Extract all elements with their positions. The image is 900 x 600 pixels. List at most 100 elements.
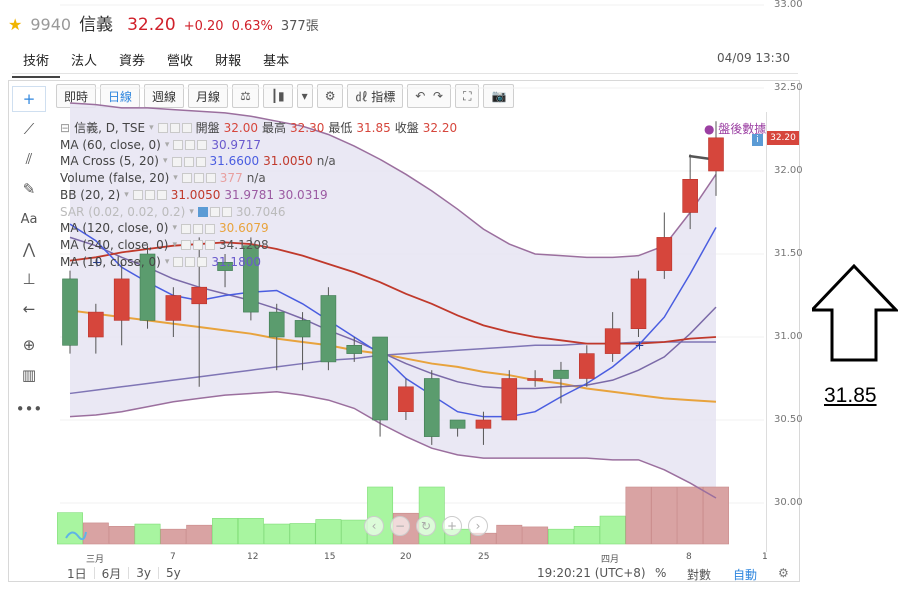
range-1d-button[interactable]: 1日 [67, 566, 87, 581]
ma-cross-marker: + [92, 255, 102, 269]
legend-row-value: n/a [246, 171, 266, 186]
range-5y-button[interactable]: 5y [166, 566, 181, 580]
zoom-in-icon[interactable]: ⊕ [22, 336, 36, 354]
bb-upper-line [69, 102, 717, 259]
legend-row-caret-icon[interactable]: ▾ [173, 173, 178, 184]
legend-row-label: MA (60, close, 0) [60, 137, 161, 152]
more-tools-icon[interactable]: ••• [15, 400, 43, 418]
legend-row-label: SAR (0.02, 0.02, 0.2) [60, 204, 186, 219]
legend-main-row: ⊟ 信義, D, TSE ▾ 開盤 32.00 最高 32.30 最低 31.8… [60, 120, 457, 137]
tab-basic[interactable]: 基本 [263, 54, 290, 69]
legend-row-controls[interactable] [180, 240, 215, 251]
legend-row-caret-icon[interactable]: ▾ [172, 239, 177, 250]
legend-row-controls[interactable] [180, 223, 215, 234]
legend-row-caret-icon[interactable]: ▾ [164, 256, 170, 267]
legend-row-controls[interactable] [181, 173, 216, 184]
tab-financials[interactable]: 財報 [215, 54, 242, 69]
legend-row-caret-icon[interactable]: ▾ [162, 156, 168, 167]
fib-lines-icon[interactable]: ⫽ [25, 150, 33, 168]
measure-icon[interactable]: ⊥ [22, 270, 36, 288]
scroll-left-icon[interactable]: ‹ [364, 516, 384, 536]
date-tick-label: 15 [324, 552, 336, 562]
reset-zoom-icon[interactable]: ↻ [416, 516, 436, 536]
legend-controls[interactable] [157, 123, 192, 134]
date-tick-label: 1 [762, 552, 768, 562]
volume-bar [651, 486, 678, 545]
legend-row-caret-icon[interactable]: ▾ [189, 206, 194, 217]
auto-scale-button[interactable]: 自動 [733, 568, 758, 582]
candle-body [423, 378, 440, 437]
legend-row: MA (10, close, 0) ▾ 31.1800 [60, 254, 457, 271]
scale-settings-gear-icon[interactable]: ⚙ [778, 566, 789, 580]
measure-ruler-icon[interactable]: ▥ [21, 366, 37, 384]
volume-bar [625, 486, 652, 545]
legend-row-value: 31.9781 [224, 187, 274, 202]
price-tick-label: 32.00 [774, 165, 803, 176]
trend-line-icon[interactable]: ⟋ [23, 120, 35, 138]
favorite-star-icon[interactable]: ★ [8, 15, 23, 34]
legend-row-label: BB (20, 2) [60, 187, 121, 202]
range-6m-button[interactable]: 6月 [101, 566, 122, 581]
undo-icon[interactable]: ↶ [415, 89, 426, 103]
last-price-tag: 32.20 [767, 130, 799, 145]
legend-row-value: 30.0319 [277, 187, 328, 202]
legend-row-controls[interactable] [132, 190, 167, 201]
tab-institutional[interactable]: 法人 [71, 54, 98, 69]
log-scale-button[interactable]: 對數 [687, 568, 712, 582]
collapse-legend-icon[interactable]: ⊟ [60, 121, 71, 135]
stock-name: 信義 [79, 15, 114, 35]
redo-icon[interactable]: ↷ [433, 89, 444, 103]
high-label: 最高 [262, 121, 287, 135]
legend-row-value: 31.1800 [211, 254, 261, 269]
bollinger-band-fill [70, 102, 716, 499]
scroll-right-icon[interactable]: › [468, 516, 488, 536]
legend-row-value: 31.0050 [263, 154, 313, 169]
candle-body [501, 378, 518, 421]
legend-row-caret-icon[interactable]: ▾ [164, 139, 170, 150]
clock[interactable]: 19:20:21 (UTC+8) [537, 566, 646, 580]
legend-row-caret-icon[interactable]: ▾ [124, 189, 129, 200]
open-value: 32.00 [223, 121, 258, 135]
legend-caret-icon[interactable]: ▾ [149, 123, 154, 133]
crosshair-icon[interactable]: + [12, 86, 46, 112]
date-tick-label: 四月 [601, 555, 620, 565]
percent-scale-button[interactable]: % [655, 566, 667, 580]
tab-technical[interactable]: 技術 [12, 44, 61, 78]
text-tool-icon[interactable]: Aa [20, 211, 38, 227]
tab-margin[interactable]: 資券 [119, 54, 146, 69]
legend-row-caret-icon[interactable]: ▾ [172, 223, 177, 234]
trade-volume: 377張 [280, 19, 319, 34]
candle-body [372, 336, 388, 421]
range-3y-button[interactable]: 3y [136, 566, 152, 580]
price-axis[interactable] [766, 112, 800, 552]
legend-row-controls[interactable] [173, 256, 208, 267]
legend-row-label: MA (120, close, 0) [60, 221, 169, 236]
clock-time: 19:20:21 [537, 566, 591, 580]
candle-body [527, 378, 543, 381]
zoom-in-nav-icon[interactable]: + [442, 516, 462, 536]
legend-row-value: n/a [316, 154, 336, 169]
after-hours-data-link[interactable]: ● 盤後數據 [704, 122, 767, 136]
volume-bar [134, 523, 161, 545]
brush-icon[interactable]: ✎ [22, 180, 36, 198]
legend-row-controls[interactable] [197, 206, 232, 217]
volume-bar [599, 515, 626, 545]
legend-row-controls[interactable] [171, 156, 206, 167]
indicators-icon: ㎗ [355, 89, 372, 104]
candle-body [191, 286, 207, 305]
legend-row-value: 34.1208 [218, 237, 269, 252]
tab-revenue[interactable]: 營收 [167, 54, 194, 69]
volume-bar [496, 524, 523, 545]
legend-row-value: 30.7046 [235, 204, 286, 219]
pattern-icon[interactable]: ⋀ [22, 240, 36, 258]
chart-style-dropdown-icon[interactable]: ▾ [296, 84, 313, 108]
indicator-legend: ⊟ 信義, D, TSE ▾ 開盤 32.00 最高 32.30 最低 31.8… [60, 120, 457, 270]
info-icon[interactable]: i [752, 134, 763, 146]
zoom-out-icon[interactable]: − [390, 516, 410, 536]
arrow-left-icon[interactable]: ← [22, 300, 36, 318]
legend-row-label: MA (240, close, 0) [60, 237, 169, 252]
candle-body [294, 320, 311, 338]
legend-row: SAR (0.02, 0.02, 0.2) ▾ 30.7046 [60, 204, 457, 221]
legend-row-controls[interactable] [173, 140, 208, 151]
